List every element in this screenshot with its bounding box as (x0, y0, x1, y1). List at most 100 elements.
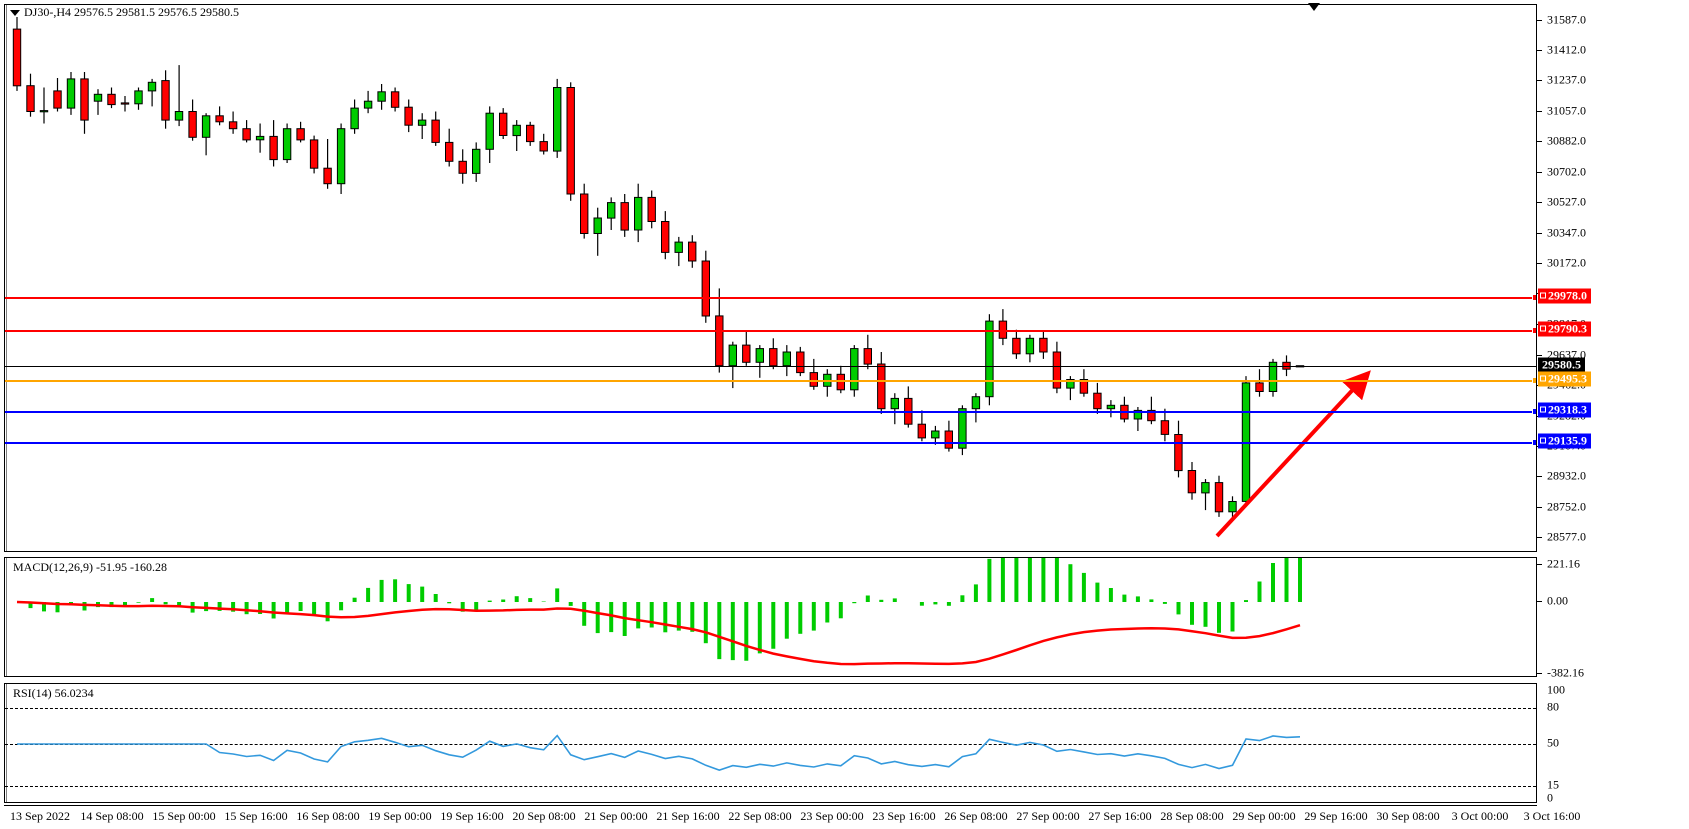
support-1-price-tag[interactable]: 29318.3 (1538, 402, 1591, 418)
time-tick-label: 26 Sep 08:00 (944, 809, 1008, 823)
rsi-tick-label: 0 (1547, 790, 1553, 805)
price-tick-label: 28932.0 (1547, 468, 1586, 483)
current-price-line-stroke (5, 365, 1536, 367)
time-tick-label: 16 Sep 08:00 (296, 809, 360, 823)
time-tick-label: 29 Sep 00:00 (1232, 809, 1296, 823)
price-tick-label: 30527.0 (1547, 194, 1586, 209)
rsi-tick-label: 15 (1547, 777, 1559, 792)
price-tick (1537, 111, 1542, 113)
time-tick-label: 27 Sep 16:00 (1088, 809, 1152, 823)
time-tick-label: 15 Sep 16:00 (224, 809, 288, 823)
time-tick-label: 23 Sep 16:00 (872, 809, 936, 823)
rsi-series (17, 734, 1301, 771)
macd-tick (1537, 673, 1542, 674)
chart-position-marker-icon (1308, 3, 1320, 11)
price-chart-canvas[interactable] (5, 5, 1536, 551)
support-1-line-stroke (5, 410, 1536, 413)
price-tick-label: 30347.0 (1547, 225, 1586, 240)
price-tick (1537, 172, 1542, 173)
macd-label: MACD(12,26,9) -51.95 -160.28 (13, 560, 167, 574)
macd-tick-label: 0.00 (1547, 593, 1568, 608)
price-tick-label: 28577.0 (1547, 529, 1586, 544)
price-tick-label: 31412.0 (1547, 42, 1586, 57)
triangle-down-icon[interactable] (10, 10, 20, 17)
pivot-price-tag[interactable]: 29495.3 (1538, 371, 1591, 387)
macd-tick-label: -382.16 (1547, 665, 1584, 680)
quote-header-text: DJ30-,H4 29576.5 29581.5 29576.5 29580.5 (24, 5, 239, 19)
macd-tick (1537, 600, 1542, 602)
price-tick-label: 31587.0 (1547, 12, 1586, 27)
support-2-price-tag[interactable]: 29135.9 (1538, 433, 1591, 449)
macd-series (16, 558, 1302, 666)
pivot-handle[interactable] (1532, 377, 1536, 385)
chart-left-edge (5, 5, 9, 551)
resistance-1-price-value: 29978.0 (1548, 288, 1587, 303)
price-tick (1537, 19, 1542, 21)
support-2-tag-square-icon (1540, 437, 1546, 444)
macd-canvas (5, 558, 1536, 676)
time-tick-label: 27 Sep 00:00 (1016, 809, 1080, 823)
macd-axis: 221.16 0.00 -382.16 (1537, 556, 1685, 680)
time-tick-label: 28 Sep 08:00 (1160, 809, 1224, 823)
time-tick-label: 29 Sep 16:00 (1304, 809, 1368, 823)
price-tick (1537, 476, 1542, 478)
time-tick-label: 15 Sep 00:00 (152, 809, 216, 823)
time-tick-label: 3 Oct 16:00 (1523, 809, 1581, 823)
price-tick-label: 30882.0 (1547, 133, 1586, 148)
price-tick-label: 30172.0 (1547, 255, 1586, 270)
price-tick (1537, 354, 1542, 356)
resistance-2-price-tag[interactable]: 29790.3 (1538, 321, 1591, 337)
annotation-layer[interactable] (5, 5, 1536, 551)
resistance-2-handle[interactable] (1532, 326, 1536, 334)
rsi-guide-80 (5, 708, 1536, 709)
price-axis[interactable]: 29978.0 29790.3 29580.5 29495.3 29318.3 29135… (1537, 4, 1685, 552)
macd-pane[interactable]: MACD(12,26,9) -51.95 -160.28 (4, 557, 1537, 677)
price-tick (1537, 141, 1542, 143)
time-tick-label: 20 Sep 08:00 (512, 809, 576, 823)
quote-header: DJ30-,H4 29576.5 29581.5 29576.5 29580.5 (10, 5, 239, 20)
rsi-tick-label: 100 (1547, 682, 1565, 697)
rsi-pane[interactable]: RSI(14) 56.0234 (4, 683, 1537, 803)
pivot-price-value: 29495.3 (1548, 371, 1587, 386)
rsi-label: RSI(14) 56.0234 (13, 686, 94, 700)
time-tick-label: 13 Sep 2022 (10, 809, 70, 823)
resistance-1-handle[interactable] (1532, 294, 1536, 302)
price-tick-label: 31057.0 (1547, 103, 1586, 118)
resistance-2-line-stroke (5, 329, 1536, 332)
support-1-handle[interactable] (1532, 407, 1536, 415)
resistance-1-price-tag[interactable]: 29978.0 (1538, 288, 1591, 304)
time-tick-label: 23 Sep 00:00 (800, 809, 864, 823)
macd-tick (1537, 564, 1542, 565)
price-tick (1537, 202, 1542, 204)
price-tick-label: 30702.0 (1547, 164, 1586, 179)
macd-tick-label: 221.16 (1547, 556, 1580, 571)
resistance-2-tag-square-icon (1540, 325, 1546, 332)
rsi-tick-label: 50 (1547, 735, 1559, 750)
resistance-2-price-value: 29790.3 (1548, 321, 1587, 336)
resistance-1-line-stroke (5, 297, 1536, 300)
price-tick (1537, 506, 1542, 508)
time-tick-label: 3 Oct 00:00 (1451, 809, 1509, 823)
current-price-price-tag[interactable]: 29580.5 (1538, 357, 1585, 373)
time-tick-label: 19 Sep 16:00 (440, 809, 504, 823)
price-tick-label: 28752.0 (1547, 499, 1586, 514)
price-tick (1537, 232, 1542, 234)
time-tick-label: 30 Sep 08:00 (1376, 809, 1440, 823)
time-tick-label: 14 Sep 08:00 (80, 809, 144, 823)
time-tick-label: 21 Sep 00:00 (584, 809, 648, 823)
time-axis[interactable]: 13 Sep 2022 14 Sep 08:00 15 Sep 00:00 15 Se… (4, 805, 1580, 828)
rsi-left-edge (5, 684, 9, 802)
pivot-tag-square-icon (1540, 375, 1546, 382)
support-2-handle[interactable] (1532, 439, 1536, 447)
macd-left-edge (5, 558, 9, 676)
support-1-price-value: 29318.3 (1548, 402, 1587, 417)
support-2-price-value: 29135.9 (1548, 433, 1587, 448)
rsi-canvas (5, 684, 1536, 802)
rsi-tick-label: 80 (1547, 699, 1559, 714)
pivot-line-stroke (5, 380, 1536, 383)
rsi-guide-15 (5, 786, 1536, 787)
rsi-guide-50 (5, 744, 1536, 745)
price-tick (1537, 263, 1542, 265)
price-chart-pane[interactable] (4, 4, 1537, 552)
